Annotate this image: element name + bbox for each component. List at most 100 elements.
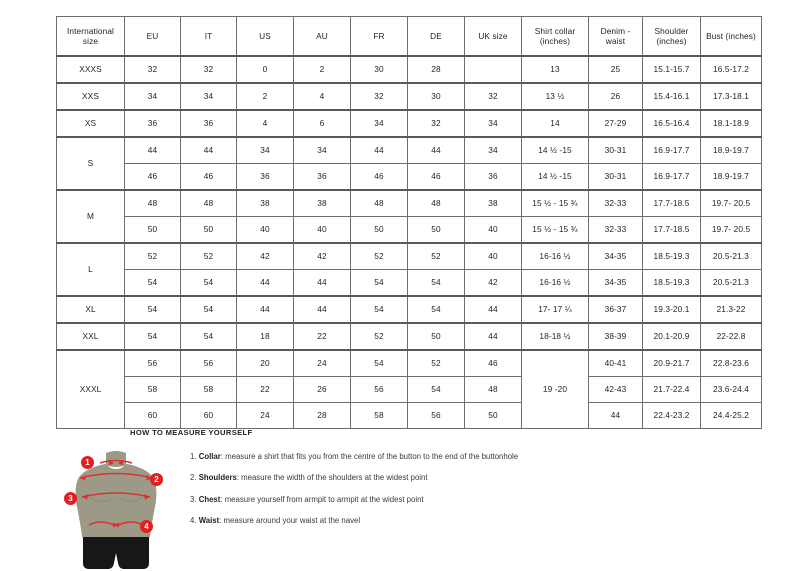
cell-uk: 50 [464,402,522,429]
cell-fr: 44 [350,136,408,164]
cell-eu: 56 [124,349,181,377]
cell-uk [464,55,522,84]
header-row: International size EU IT US AU FR DE UK … [56,16,762,57]
cell-de: 52 [407,349,465,377]
cell-de: 48 [407,189,465,217]
cell-bust: 22-22.8 [700,322,762,351]
cell-shoulder: 17.7-18.5 [642,216,701,244]
instruction-term: Waist [198,515,220,525]
cell-denim: 36-37 [588,295,643,324]
cell-eu: 48 [124,189,181,217]
size-chart-container: International size EU IT US AU FR DE UK … [56,16,762,429]
instruction-text: : measure yourself from armpit to armpit… [220,494,424,504]
cell-it: 52 [180,242,237,270]
cell-uk: 34 [464,109,522,138]
cell-denim: 34-35 [588,269,643,297]
instruction-number: 2. [190,473,197,483]
cell-us: 36 [236,163,294,191]
cell-us: 38 [236,189,294,217]
cell-it: 34 [180,82,237,111]
cell-au: 6 [293,109,351,138]
cell-us: 20 [236,349,294,377]
cell-it: 50 [180,216,237,244]
cell-de: 30 [407,82,465,111]
cell-uk: 38 [464,189,522,217]
column-header-us: US [236,16,294,57]
cell-international-size: M [56,189,125,244]
cell-au: 40 [293,216,351,244]
header-line-2: (inches) [656,36,687,46]
cell-uk: 44 [464,295,522,324]
torso-illustration-svg [75,451,157,569]
cell-uk: 32 [464,82,522,111]
table-row: 58 58 22 26 56 54 48 42-43 21.7-22.4 23.6-24.4 [57,376,762,403]
table-row: M 48 48 38 38 48 48 38 15 ½ - 15 ¾ 32-33 17.7-18.5… [56,189,762,244]
column-header-it: IT [180,16,237,57]
cell-eu: 52 [124,242,181,270]
cell-shoulder: 18.5-19.3 [642,269,701,297]
cell-us: 24 [236,402,294,429]
how-to-measure-heading: HOW TO MEASURE YOURSELF [130,428,253,437]
instruction-term: Shoulders [198,473,237,483]
cell-bust: 17.3-18.1 [700,82,762,111]
cell-bust: 23.6-24.4 [700,376,762,403]
cell-it: 46 [180,163,237,191]
cell-fr: 54 [350,269,408,297]
cell-bust: 18.1-18.9 [700,109,762,138]
table-row: XXS 34 34 2 4 32 30 32 13 ½ 26 15.4-16.1 17.3-18.1 [56,82,762,111]
cell-fr: 32 [350,82,408,111]
cell-us: 2 [236,82,294,111]
cell-shoulder: 16.9-17.7 [642,136,701,164]
table-header: International size EU IT US AU FR DE UK … [56,16,762,57]
cell-uk: 36 [464,163,522,191]
cell-de: 54 [407,376,465,403]
column-header-au: AU [293,16,351,57]
cell-shoulder: 16.9-17.7 [642,163,701,191]
table-row: L 52 52 42 42 52 52 40 16-16 ½ 34-35 18.5-19.3 20.5… [56,242,762,297]
cell-denim: 27-29 [588,109,643,138]
cell-denim: 32-33 [588,216,643,244]
table-row: XXXS 32 32 0 2 30 28 13 25 15.1-15.7 16.5-17.2 [56,55,762,84]
cell-shirt-collar: 14 [521,109,589,138]
cell-us: 18 [236,322,294,351]
cell-it: 54 [180,322,237,351]
cell-uk: 46 [464,349,522,377]
cell-shirt-collar: 13 [521,55,589,84]
cell-fr: 56 [350,376,408,403]
cell-de: 56 [407,402,465,429]
header-line-1: Shirt collar [534,25,576,36]
cell-de: 54 [407,269,465,297]
cell-it: 56 [180,349,237,377]
cell-shirt-collar: 14 ½ -15 [521,163,589,191]
cell-eu: 60 [124,402,181,429]
header-line-2: (inches) [539,36,571,46]
cell-au: 44 [293,269,351,297]
cell-international-size: XXXL [56,349,125,429]
cell-au: 24 [293,349,351,377]
cell-international-size: XXL [56,322,125,351]
instruction-text: : measure around your waist at the navel [219,515,361,525]
column-header-shoulder: Shoulder (inches) [642,16,701,57]
cell-international-size: S [56,136,125,191]
cell-us: 4 [236,109,294,138]
cell-uk: 48 [464,376,522,403]
cell-us: 42 [236,242,294,270]
cell-shoulder: 19.3-20.1 [642,295,701,324]
cell-denim: 30-31 [588,163,643,191]
cell-bust: 20.5-21.3 [700,269,762,297]
cell-au: 4 [293,82,351,111]
cell-denim: 32-33 [588,189,643,217]
cell-bust: 19.7- 20.5 [700,216,762,244]
cell-fr: 54 [350,295,408,324]
column-header-international-size: International size [56,16,125,57]
cell-denim: 42-43 [588,376,643,403]
cell-shoulder: 18.5-19.3 [642,242,701,270]
cell-shoulder: 16.5-16.4 [642,109,701,138]
cell-eu: 50 [124,216,181,244]
cell-shirt-collar: 14 ½ -15 [521,136,589,164]
table-row: XXXL 56 56 20 24 54 52 46 19 -20 40-41 20.9-21.7 22… [56,349,762,429]
cell-au: 44 [293,295,351,324]
cell-uk: 42 [464,269,522,297]
cell-us: 22 [236,376,294,403]
badge-1-icon: 1 [81,456,94,469]
